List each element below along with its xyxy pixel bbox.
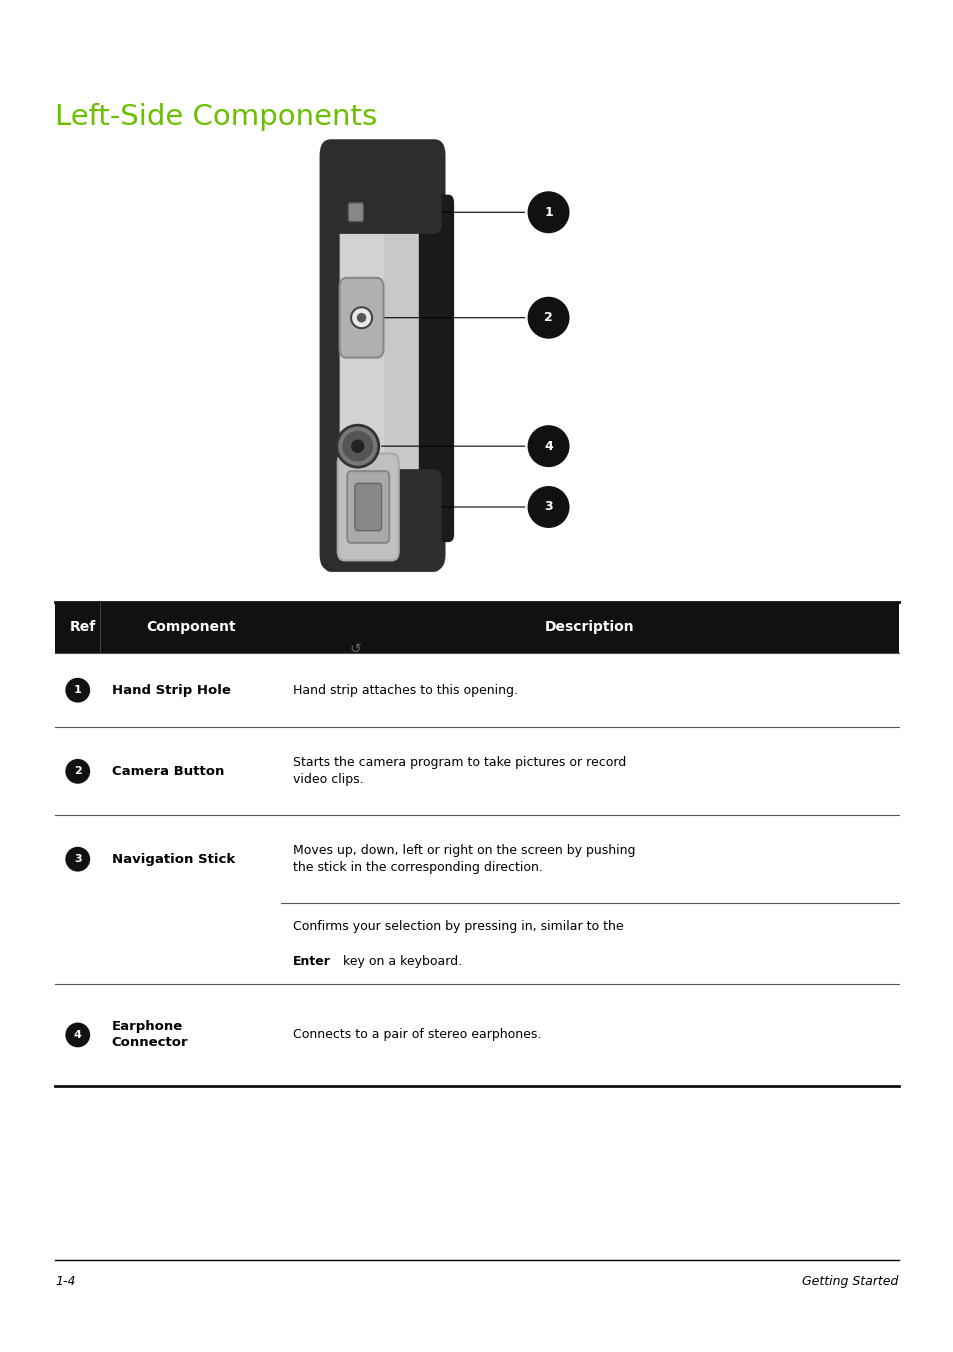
Text: Description: Description [545,621,634,634]
Text: 4: 4 [543,439,553,453]
Ellipse shape [527,485,569,529]
FancyBboxPatch shape [337,454,398,560]
Text: Component: Component [146,621,235,634]
FancyBboxPatch shape [323,145,441,234]
FancyBboxPatch shape [319,139,445,571]
FancyBboxPatch shape [355,483,381,530]
Text: Moves up, down, left or right on the screen by pushing
the stick in the correspo: Moves up, down, left or right on the scr… [293,844,635,875]
Ellipse shape [527,425,569,468]
Text: Navigation Stick: Navigation Stick [112,853,234,865]
Ellipse shape [336,425,378,468]
Text: ↺: ↺ [350,642,361,656]
Text: Confirms your selection by pressing in, similar to the: Confirms your selection by pressing in, … [293,919,623,933]
Text: Starts the camera program to take pictures or record
video clips.: Starts the camera program to take pictur… [293,756,625,787]
Text: 1: 1 [543,206,553,219]
FancyBboxPatch shape [339,279,383,357]
Text: 1: 1 [73,685,82,695]
Ellipse shape [65,758,90,784]
Text: Camera Button: Camera Button [112,765,224,777]
Ellipse shape [527,191,569,234]
FancyBboxPatch shape [339,196,420,541]
Text: 2: 2 [543,311,553,324]
Ellipse shape [65,846,90,872]
Text: 3: 3 [74,854,81,864]
Ellipse shape [351,439,364,453]
Text: Enter: Enter [293,955,331,968]
Text: 4: 4 [73,1030,82,1040]
Text: Ref: Ref [70,621,96,634]
Text: 2: 2 [73,767,82,776]
Text: Hand strip attaches to this opening.: Hand strip attaches to this opening. [293,684,517,696]
Ellipse shape [65,1022,90,1048]
Text: 1-4: 1-4 [55,1275,75,1288]
Ellipse shape [343,431,372,461]
FancyBboxPatch shape [340,197,383,539]
FancyBboxPatch shape [348,203,363,222]
FancyBboxPatch shape [347,470,389,542]
Ellipse shape [65,677,90,703]
Bar [55,602,898,653]
Text: Left-Side Components: Left-Side Components [55,103,377,131]
Text: Hand Strip Hole: Hand Strip Hole [112,684,231,696]
Text: Earphone
Connector: Earphone Connector [112,1021,188,1049]
Text: Connects to a pair of stereo earphones.: Connects to a pair of stereo earphones. [293,1029,540,1041]
Ellipse shape [527,296,569,339]
Ellipse shape [351,307,372,329]
Ellipse shape [356,312,366,323]
FancyBboxPatch shape [323,469,441,572]
Text: 3: 3 [543,500,553,514]
Text: Getting Started: Getting Started [801,1275,898,1288]
FancyBboxPatch shape [418,195,454,542]
Text: key on a keyboard.: key on a keyboard. [338,955,461,968]
